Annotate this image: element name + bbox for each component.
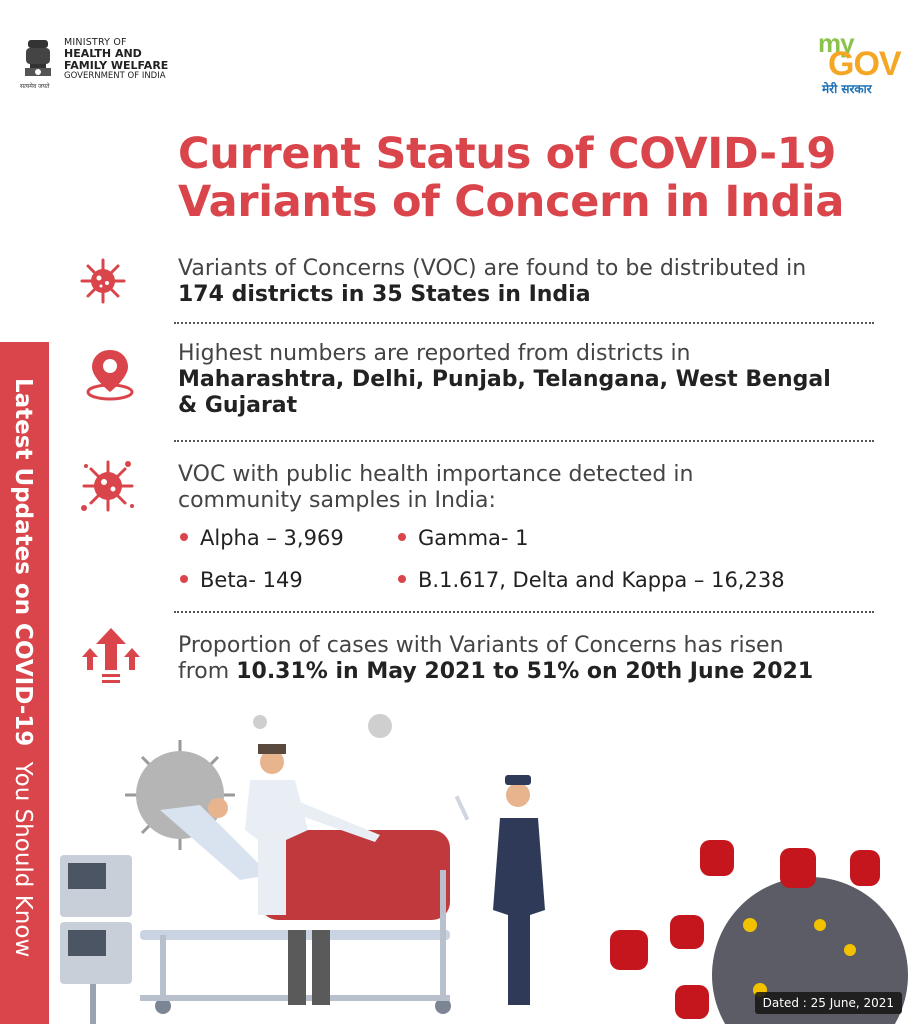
item2-bold-line2: & Gujarat: [178, 393, 298, 418]
variant-gamma: Gamma- 1: [418, 526, 529, 550]
dated-label: Dated : 25 June, 2021: [754, 992, 902, 1014]
ministry-line4: GOVERNMENT OF INDIA: [64, 71, 166, 82]
title-line2: Variants of Concern in India: [178, 177, 845, 227]
item1-text: Variants of Concerns (VOC) are found to …: [178, 256, 807, 281]
item2-text: Highest numbers are reported from distri…: [178, 341, 691, 366]
item3-text-line1: VOC with public health importance detect…: [178, 462, 694, 487]
rising-arrows-icon: [82, 628, 140, 683]
item3-text-line2: community samples in India:: [178, 488, 496, 513]
item4-bold: 10.31% in May 2021 to 51% on 20th June 2…: [236, 659, 814, 684]
small-virus-icon: [253, 714, 392, 738]
divider: [174, 440, 874, 442]
sidebar-regular-text: You Should Know: [10, 761, 36, 958]
hospital-illustration: [60, 714, 908, 1024]
mygov-logo-my: my: [818, 28, 855, 58]
item1-bold: 174 districts in 35 States in India: [178, 282, 591, 307]
item4-text: Proportion of cases with Variants of Con…: [178, 633, 784, 658]
item-voc-distribution: Variants of Concerns (VOC) are found to …: [178, 256, 878, 308]
variant-item: Beta- 149: [180, 568, 303, 592]
doctor-figure: [245, 744, 380, 1005]
ministry-logo-text: MINISTRY OF HEALTH AND FAMILY WELFARE GO…: [64, 38, 168, 81]
ministry-line2: HEALTH AND: [64, 46, 142, 60]
nurse-figure: [454, 775, 545, 1005]
divider: [174, 611, 874, 613]
variant-beta: Beta- 149: [200, 568, 303, 592]
virus-spread-icon: [81, 460, 134, 512]
mygov-logo: my GOV मेरी सरकार: [818, 28, 902, 100]
sidebar-banner: [0, 342, 49, 1024]
red-virus-icon: [610, 840, 908, 1024]
sidebar-text: Latest Updates on COVID-19 You Should Kn…: [10, 378, 36, 957]
variant-item: Alpha – 3,969: [180, 526, 344, 550]
title-line1: Current Status of COVID-19: [178, 129, 836, 179]
virus-icon: [80, 258, 126, 304]
mygov-tagline: मेरी सरकार: [822, 82, 872, 96]
variant-delta: B.1.617, Delta and Kappa – 16,238: [418, 568, 785, 592]
variant-alpha: Alpha – 3,969: [200, 526, 344, 550]
page-title: Current Status of COVID-19 Variants of C…: [178, 130, 898, 226]
variant-item: B.1.617, Delta and Kappa – 16,238: [398, 568, 785, 592]
item4-prefix: from: [178, 659, 230, 684]
item2-bold-line1: Maharashtra, Delhi, Punjab, Telangana, W…: [178, 367, 831, 392]
mygov-logo-gov: GOV: [828, 45, 902, 83]
medical-monitor-icon: [60, 855, 132, 1024]
location-pin-icon: [86, 350, 134, 401]
variant-item: Gamma- 1: [398, 526, 529, 550]
sidebar-bold-text: Latest Updates on COVID-19: [10, 378, 36, 747]
national-emblem-icon: [25, 40, 51, 76]
item-voc-public-health: VOC with public health importance detect…: [178, 462, 878, 514]
ministry-line1: MINISTRY OF: [64, 37, 127, 48]
patient: [208, 798, 228, 818]
item-highest-districts: Highest numbers are reported from distri…: [178, 341, 878, 419]
emblem-motto: सत्यमेव जयते: [20, 83, 50, 90]
ministry-line3: FAMILY WELFARE: [64, 58, 169, 72]
item-voc-proportion: Proportion of cases with Variants of Con…: [178, 633, 878, 685]
divider: [174, 322, 874, 324]
